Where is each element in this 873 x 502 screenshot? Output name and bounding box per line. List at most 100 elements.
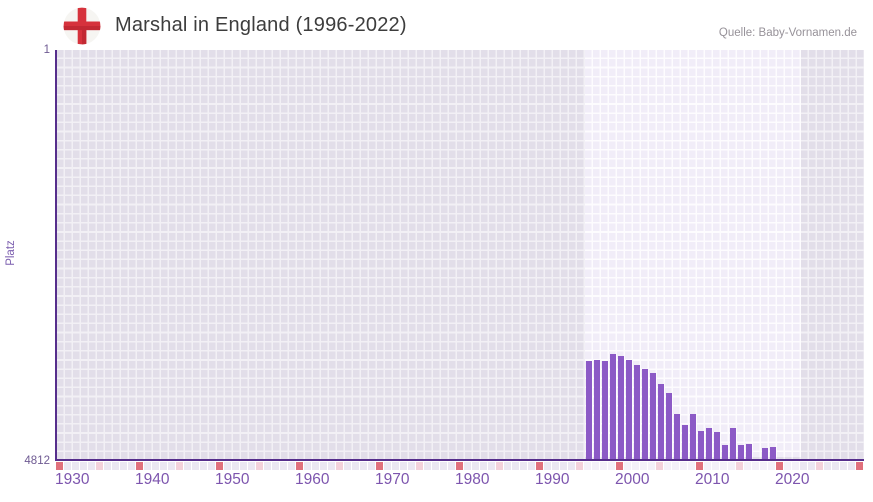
year-marker-1982 [471,461,479,470]
year-marker-1981 [463,461,471,470]
year-marker-1965 [335,461,343,470]
year-marker-2017 [751,461,759,470]
bar-2012[interactable] [713,432,721,459]
year-marker-2011 [703,461,711,470]
year-marker-2024 [807,461,815,470]
year-marker-2004 [647,461,655,470]
year-marker-2012 [711,461,719,470]
bar-1999[interactable] [609,353,617,459]
year-marker-1935 [95,461,103,470]
bar-2016[interactable] [745,443,753,459]
bar-2015[interactable] [737,445,745,459]
year-marker-2027 [831,461,839,470]
year-marker-1980 [455,461,463,470]
x-tick-label-1980: 1980 [455,471,490,488]
year-marker-1944 [167,461,175,470]
year-marker-1938 [119,461,127,470]
year-marker-1959 [287,461,295,470]
year-marker-1976 [423,461,431,470]
year-marker-1945 [175,461,183,470]
year-marker-1943 [159,461,167,470]
year-marker-1968 [359,461,367,470]
year-marker-1961 [303,461,311,470]
year-marker-2026 [823,461,831,470]
year-marker-1998 [599,461,607,470]
year-marker-1997 [591,461,599,470]
year-marker-1939 [127,461,135,470]
year-marker-2007 [671,461,679,470]
year-marker-row [55,461,863,470]
bar-2000[interactable] [617,355,625,459]
year-marker-2009 [687,461,695,470]
bar-1997[interactable] [593,359,601,459]
year-marker-1962 [311,461,319,470]
year-marker-1969 [367,461,375,470]
y-axis-title: Platz [5,240,17,266]
bar-2013[interactable] [721,444,729,459]
x-tick-label-2020: 2020 [775,471,810,488]
plot-area [55,50,864,461]
bar-2002[interactable] [633,364,641,459]
year-marker-1936 [103,461,111,470]
x-tick-label-2010: 2010 [695,471,730,488]
year-marker-1977 [431,461,439,470]
bar-1996[interactable] [585,361,593,459]
x-tick-label-1940: 1940 [135,471,170,488]
year-marker-1947 [191,461,199,470]
year-marker-1931 [63,461,71,470]
bar-2014[interactable] [729,428,737,459]
year-marker-1978 [439,461,447,470]
bar-2003[interactable] [641,368,649,459]
year-marker-2018 [759,461,767,470]
page-title: Marshal in England (1996-2022) [115,14,407,36]
year-marker-1934 [87,461,95,470]
bar-1998[interactable] [601,360,609,459]
year-marker-1956 [263,461,271,470]
year-marker-1966 [343,461,351,470]
year-marker-1949 [207,461,215,470]
year-marker-2010 [695,461,703,470]
x-tick-label-1970: 1970 [375,471,410,488]
year-marker-2013 [719,461,727,470]
year-marker-2002 [631,461,639,470]
bar-2010[interactable] [697,430,705,459]
year-marker-2022 [791,461,799,470]
bar-2005[interactable] [657,384,665,459]
bar-2018[interactable] [761,447,769,459]
year-marker-1937 [111,461,119,470]
year-marker-1991 [543,461,551,470]
x-tick-label-1930: 1930 [55,471,90,488]
year-marker-1986 [503,461,511,470]
year-marker-1946 [183,461,191,470]
year-marker-2023 [799,461,807,470]
year-marker-1952 [231,461,239,470]
year-marker-1993 [559,461,567,470]
year-marker-1970 [375,461,383,470]
year-marker-1941 [143,461,151,470]
year-marker-1954 [247,461,255,470]
chart-header: Marshal in England (1996-2022) Quelle: B… [0,0,873,48]
year-marker-2000 [615,461,623,470]
bar-2007[interactable] [673,414,681,459]
y-tick-label-max: 4812 [24,455,50,467]
bar-2008[interactable] [681,424,689,459]
bar-2001[interactable] [625,360,633,459]
x-tick-label-2000: 2000 [615,471,650,488]
bar-2019[interactable] [769,446,777,459]
y-tick-label-min: 1 [43,44,50,56]
year-marker-1953 [239,461,247,470]
year-marker-2003 [639,461,647,470]
year-marker-2025 [815,461,823,470]
year-marker-1958 [279,461,287,470]
year-marker-1995 [575,461,583,470]
bar-2009[interactable] [689,414,697,459]
bar-2006[interactable] [665,392,673,459]
year-marker-1933 [79,461,87,470]
source-attribution: Quelle: Baby-Vornamen.de [718,27,857,39]
year-marker-2005 [655,461,663,470]
bar-2011[interactable] [705,428,713,459]
year-marker-1967 [351,461,359,470]
bar-2004[interactable] [649,372,657,459]
x-tick-label-1950: 1950 [215,471,250,488]
